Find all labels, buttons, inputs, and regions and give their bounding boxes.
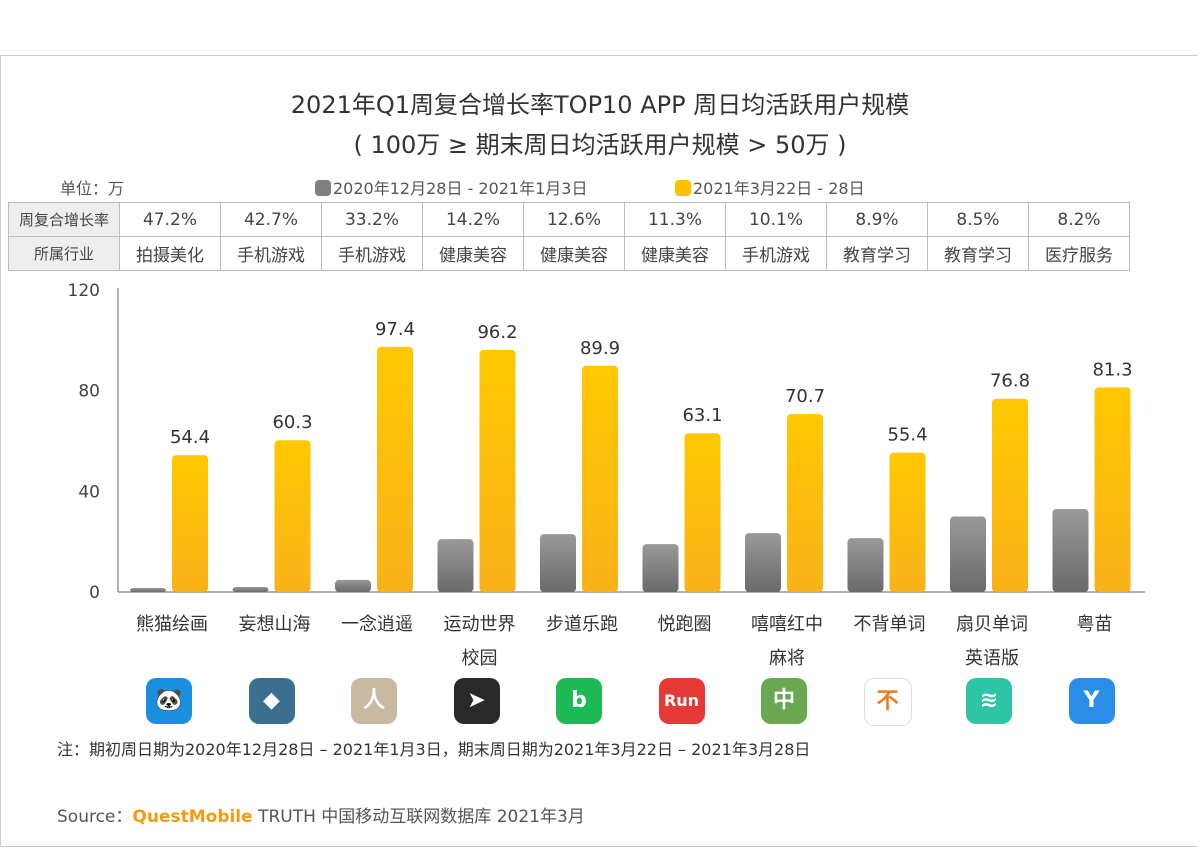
industry-cell: 教育学习 xyxy=(927,236,1029,271)
legend-item-start: 2020年12月28日 - 2021年1月3日 xyxy=(315,175,587,199)
bar-start-period xyxy=(1052,508,1089,592)
bar-start-period xyxy=(950,516,986,592)
growth-table: 周复合增长率 47.2% 42.7% 33.2% 14.2% 12.6% 11.3% 10.1… xyxy=(8,202,1130,271)
growth-cell: 8.5% xyxy=(927,202,1029,237)
app-icon: ◆ xyxy=(248,678,295,724)
industry-cell: 拍摄美化 xyxy=(119,236,221,271)
bar-end-period xyxy=(582,365,618,592)
data-label: 96.2 xyxy=(477,322,517,343)
app-icon: 人 xyxy=(351,678,397,724)
source-prefix: Source： xyxy=(57,807,133,827)
x-tick-label: 熊猫绘画 xyxy=(136,614,208,635)
data-label: 63.1 xyxy=(682,405,722,426)
data-label: 97.4 xyxy=(375,319,415,340)
bar-start-period xyxy=(335,579,371,592)
industry-cell: 手机游戏 xyxy=(725,236,827,271)
chart-subtitle: ( 100万 ≥ 期末周日均活跃用户规模 > 50万 ) xyxy=(353,131,847,159)
data-label: 76.8 xyxy=(990,371,1030,392)
x-tick-label: 扇贝单词 xyxy=(956,614,1028,635)
row-label: 周复合增长率 xyxy=(8,202,120,237)
bar-start-period xyxy=(642,544,679,592)
bar-end-period xyxy=(1094,387,1131,592)
x-tick-label: 麻将 xyxy=(769,648,805,669)
data-label: 89.9 xyxy=(580,338,620,359)
source-brand: QuestMobile xyxy=(132,807,253,827)
x-tick-label: 嘻嘻红中 xyxy=(751,614,823,635)
bar-end-period xyxy=(787,414,823,592)
bar-start-period xyxy=(540,534,576,592)
app-icon: 中 xyxy=(761,678,807,724)
legend-item-end: 2021年3月22日 - 28日 xyxy=(675,175,865,199)
source: Source：QuestMobile TRUTH 中国移动互联网数据库 2021… xyxy=(57,802,585,827)
growth-cell: 33.2% xyxy=(321,202,423,237)
y-tick-label: 120 xyxy=(68,281,100,301)
bar-start-period xyxy=(130,587,166,592)
unit-label: 单位：万 xyxy=(60,179,125,198)
source-suffix: TRUTH 中国移动互联网数据库 2021年3月 xyxy=(252,807,585,827)
growth-cell: 47.2% xyxy=(119,202,221,237)
app-icon: Y xyxy=(1068,678,1115,724)
x-tick-label: 运动世界 xyxy=(444,614,516,635)
x-tick-label: 一念逍遥 xyxy=(341,613,413,635)
data-label: 70.7 xyxy=(785,386,825,407)
bar-end-period xyxy=(889,452,926,592)
app-icon: 不 xyxy=(863,678,912,726)
bar-chart: 0 40 80 120 54.4 熊猫绘画 60.3 妄想山海 97.4 一念逍遥 96.2 运动世界… xyxy=(68,281,1145,669)
industry-cell: 手机游戏 xyxy=(220,236,322,271)
growth-cell: 10.1% xyxy=(725,202,827,237)
app-icon: ➤ xyxy=(453,678,500,724)
app-icon: ≋ xyxy=(966,678,1012,724)
app-icon: 🐼 xyxy=(146,678,192,724)
growth-cell: 42.7% xyxy=(220,202,322,237)
x-tick-label: 校园 xyxy=(462,648,498,669)
industry-cell: 教育学习 xyxy=(826,236,928,271)
legend-swatch xyxy=(315,180,331,196)
legend-swatch xyxy=(675,180,691,196)
legend-label: 2021年3月22日 - 28日 xyxy=(693,179,865,198)
bar-end-period xyxy=(274,440,311,592)
bar-start-period xyxy=(437,539,474,592)
growth-cell: 11.3% xyxy=(624,202,726,237)
growth-cell: 14.2% xyxy=(422,202,524,237)
industry-cell: 健康美容 xyxy=(523,236,625,271)
x-tick-label: 妄想山海 xyxy=(239,614,311,635)
bar-end-period xyxy=(684,433,721,592)
y-tick-label: 80 xyxy=(78,382,100,402)
legend-label: 2020年12月28日 - 2021年1月3日 xyxy=(333,179,588,198)
x-tick-label: 不背单词 xyxy=(854,614,926,635)
y-tick-label: 0 xyxy=(89,583,100,603)
bar-start-period xyxy=(232,586,269,592)
growth-cell: 8.9% xyxy=(826,202,928,237)
bar-start-period xyxy=(745,533,781,592)
data-label: 55.4 xyxy=(887,425,927,446)
bar-start-period xyxy=(847,538,884,592)
industry-cell: 医疗服务 xyxy=(1028,236,1130,271)
x-tick-label: 粤苗 xyxy=(1077,614,1113,635)
x-tick-label: 悦跑圈 xyxy=(658,614,712,635)
app-icon: b xyxy=(556,678,602,724)
x-tick-label: 步道乐跑 xyxy=(546,614,618,635)
growth-cell: 12.6% xyxy=(523,202,625,237)
app-icon: Run xyxy=(658,678,705,724)
chart-title: 2021年Q1周复合增长率TOP10 APP 周日均活跃用户规模 xyxy=(290,91,910,119)
frame xyxy=(0,55,1198,847)
footnote: 注：期初周日期为2020年12月28日 – 2021年1月3日，期末周日期为20… xyxy=(57,740,811,759)
bar-end-period xyxy=(992,398,1028,592)
row-label: 所属行业 xyxy=(8,236,120,271)
bar-end-period xyxy=(377,346,413,592)
industry-cell: 健康美容 xyxy=(422,236,524,271)
data-label: 81.3 xyxy=(1092,359,1132,380)
bar-end-period xyxy=(172,455,208,592)
bar-end-period xyxy=(479,349,516,592)
data-label: 54.4 xyxy=(170,427,210,448)
x-tick-label: 英语版 xyxy=(965,648,1019,669)
data-label: 60.3 xyxy=(272,412,312,433)
industry-cell: 健康美容 xyxy=(624,236,726,271)
growth-cell: 8.2% xyxy=(1028,202,1130,237)
y-tick-label: 40 xyxy=(78,482,100,502)
industry-cell: 手机游戏 xyxy=(321,236,423,271)
